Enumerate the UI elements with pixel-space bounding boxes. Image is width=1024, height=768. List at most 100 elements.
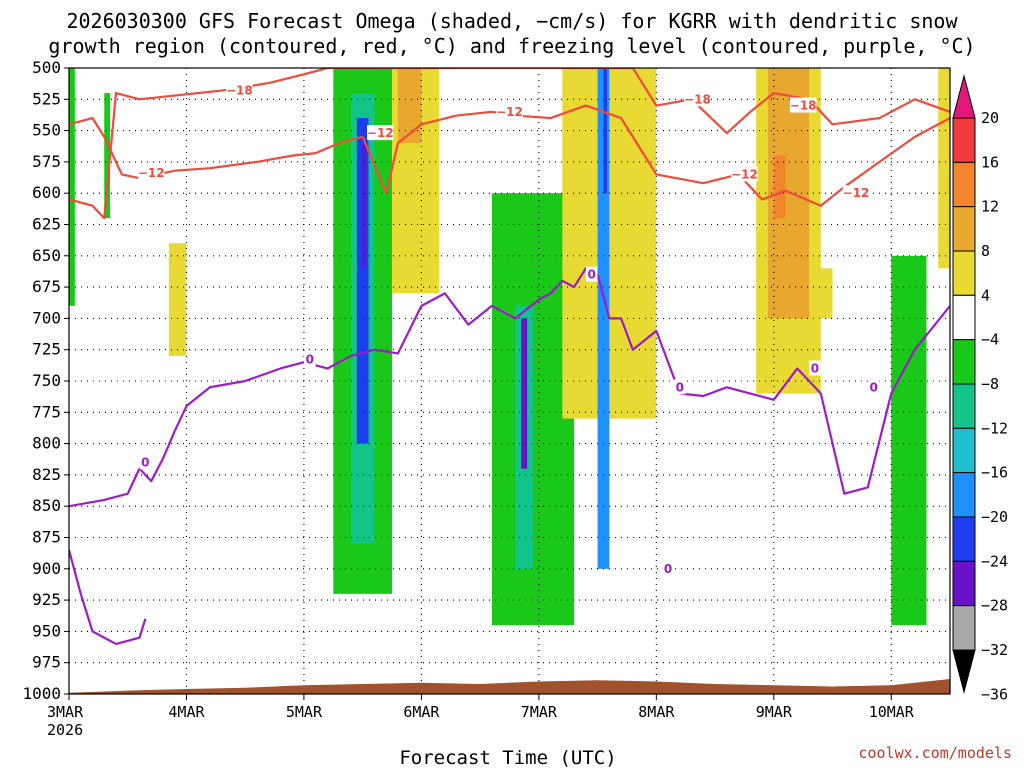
contour-label-13: 0 xyxy=(811,361,819,375)
omega-region-1 xyxy=(104,93,111,219)
omega-region-18 xyxy=(809,268,833,319)
colorbar-tick-label: −12 xyxy=(981,419,1008,437)
colorbar-tick-label: −32 xyxy=(981,641,1008,659)
colorbar-tick-label: −20 xyxy=(981,508,1008,526)
x-tick-label: 6MAR xyxy=(403,703,440,721)
y-tick-label: 725 xyxy=(32,340,61,359)
colorbar-bin xyxy=(952,472,976,518)
omega-region-6 xyxy=(362,143,367,269)
colorbar-bin xyxy=(952,383,976,429)
y-tick-label: 650 xyxy=(32,246,61,265)
contour-label-6: −18 xyxy=(790,99,817,113)
omega-region-12 xyxy=(562,68,657,419)
colorbar-bin xyxy=(952,427,976,474)
x-tick-label: 4MAR xyxy=(168,703,205,721)
x-tick-label: 7MAR xyxy=(521,703,558,721)
contour-label-5: −12 xyxy=(731,167,758,181)
colorbar-tick-label: −8 xyxy=(981,375,999,393)
omega-region-11 xyxy=(521,318,528,469)
x-tick-sublabel: 2026 xyxy=(47,721,83,739)
contour-label-bg xyxy=(139,454,152,470)
contour-label-bg xyxy=(684,91,711,107)
colorbar-top-arrow xyxy=(952,74,976,119)
contour-label-bg xyxy=(226,82,253,98)
colorbar-bin xyxy=(952,605,976,651)
contour-label-bg xyxy=(674,379,686,395)
colorbar-tick-label: −16 xyxy=(981,464,1008,482)
contour-label-bg xyxy=(809,360,821,376)
freezing-level-line-3 xyxy=(69,549,147,646)
contour-label-bg xyxy=(137,165,165,181)
colorbar-bin xyxy=(952,206,976,252)
contour-label-bg xyxy=(867,379,880,395)
colorbar-tick-label: −28 xyxy=(981,597,1008,615)
colorbar-tick-label: −36 xyxy=(981,685,1008,703)
contour-label-bg xyxy=(585,266,598,282)
omega-region-8 xyxy=(397,68,422,144)
colorbar-bin xyxy=(952,250,976,296)
colorbar-bin xyxy=(952,117,976,163)
omega-region-14 xyxy=(603,68,607,194)
credit-link[interactable]: coolwx.com/models xyxy=(858,744,1012,762)
y-tick-label: 575 xyxy=(32,152,61,171)
colorbar-tick-label: 8 xyxy=(981,242,990,260)
y-tick-label: 625 xyxy=(32,215,61,234)
freezing-level-line-2 xyxy=(69,267,950,508)
terrain-layer xyxy=(69,678,950,694)
contour-label-10: 0 xyxy=(588,268,596,282)
dendritic-contour-line-0 xyxy=(69,104,950,207)
chart-title-line1: 2026030300 GFS Forecast Omega (shaded, −… xyxy=(66,9,958,33)
contour-label-layer: −18 −12 −12 −12 −18 −12 −18 −12 0 0 0 0 0 0 0 xyxy=(137,82,880,576)
colorbar-tick-label: 20 xyxy=(981,109,999,127)
colorbar-bin xyxy=(952,294,976,341)
grid-layer xyxy=(69,68,950,694)
contour-label-14: 0 xyxy=(869,380,877,394)
omega-region-19 xyxy=(891,255,927,626)
omega-region-2 xyxy=(168,243,187,356)
colorbar-bin xyxy=(952,516,976,562)
omega-region-0 xyxy=(69,68,75,306)
contour-label-bg xyxy=(496,103,523,119)
contour-label-bg xyxy=(304,351,316,367)
colorbar-tick-label: 4 xyxy=(981,286,990,304)
colorbar-bin xyxy=(952,161,976,208)
contour-label-bg xyxy=(367,125,394,141)
contour-label-bg xyxy=(842,185,870,201)
y-tick-label: 975 xyxy=(32,653,61,672)
x-tick-label: 3MAR xyxy=(47,703,84,721)
y-tick-label: 850 xyxy=(32,496,61,515)
contour-label-9: 0 xyxy=(306,353,314,367)
omega-region-17 xyxy=(773,155,786,219)
y-tick-label: 775 xyxy=(32,402,61,421)
x-tick-label: 9MAR xyxy=(756,703,793,721)
colorbar-tick-label: 16 xyxy=(981,153,999,171)
contour-label-2: −12 xyxy=(367,126,394,140)
y-tick-label: 950 xyxy=(32,621,61,640)
y-tick-label: 525 xyxy=(32,89,61,108)
contour-label-11: 0 xyxy=(676,380,684,394)
contour-label-bg xyxy=(789,97,817,113)
omega-shading-layer xyxy=(69,68,950,626)
dendritic-contour-line-1 xyxy=(69,68,950,220)
y-tick-label: 900 xyxy=(32,559,61,578)
y-tick-label: 825 xyxy=(32,465,61,484)
contour-label-3: −12 xyxy=(496,105,523,119)
y-tick-label: 1000 xyxy=(22,684,61,703)
y-tick-label: 675 xyxy=(32,277,61,296)
omega-region-20 xyxy=(938,68,950,269)
y-tick-label: 500 xyxy=(32,58,61,77)
y-axis-ticks: 500 525 550 575 600 625 650 675 700 725 750 775 800 8… xyxy=(22,58,69,703)
contour-label-1: −12 xyxy=(138,166,165,180)
colorbar: 20 16 12 8 4 −4 −8 −12 −16 −20 −24 −28 −32 −36 xyxy=(952,74,1008,703)
y-tick-label: 600 xyxy=(32,183,61,202)
colorbar-bin xyxy=(952,560,976,607)
y-tick-label: 750 xyxy=(32,371,61,390)
contour-label-7: −12 xyxy=(843,186,870,200)
x-axis-label: Forecast Time (UTC) xyxy=(399,747,616,768)
contour-label-bg xyxy=(662,560,674,576)
omega-region-5 xyxy=(356,118,369,444)
terrain-fill xyxy=(69,678,950,694)
y-tick-label: 700 xyxy=(32,308,61,327)
